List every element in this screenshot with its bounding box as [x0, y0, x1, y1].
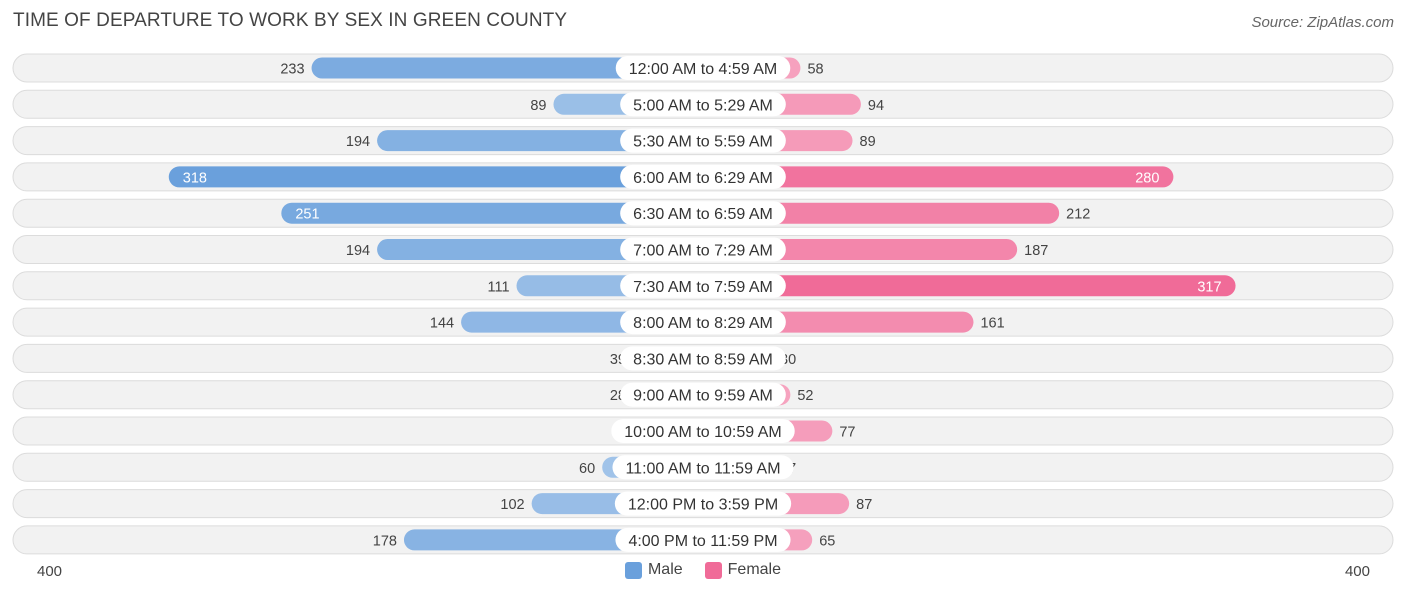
value-label-female: 161 [980, 316, 1004, 332]
bar-female [703, 202, 1060, 224]
bar-female [703, 166, 1174, 188]
axis-tick-left: 400 [37, 563, 63, 580]
value-label-female: 317 [1197, 279, 1221, 295]
category-pill [611, 419, 795, 443]
chart-source: Source: ZipAtlas.com [1251, 14, 1394, 31]
category-pill [615, 56, 791, 80]
bar-male [311, 57, 703, 79]
legend-swatch-male [624, 561, 642, 579]
value-label-male: 111 [487, 279, 509, 295]
value-label-female: 87 [856, 497, 872, 513]
value-label-female: 58 [807, 62, 823, 78]
category-pill [620, 273, 786, 298]
chart-row: 28 529:00 AM to 9:59 AM [12, 380, 1394, 410]
legend-item-female: Female [704, 561, 782, 579]
chart-legend: Male Female [0, 561, 1406, 579]
category-label: 11:00 AM to 11:59 AM [625, 460, 780, 477]
category-label: 12:00 AM to 4:59 AM [629, 61, 778, 78]
value-label-female: 212 [1066, 207, 1090, 223]
chart-row: 39 308:30 AM to 8:59 AM [12, 343, 1394, 373]
value-label-male: 251 [295, 207, 319, 223]
category-label: 5:00 AM to 5:29 AM [633, 97, 773, 114]
value-label-male: 194 [346, 243, 370, 259]
category-label: 9:00 AM to 9:59 AM [633, 388, 773, 405]
category-pill [620, 164, 786, 189]
category-label: 6:30 AM to 6:59 AM [633, 206, 773, 223]
chart-row: 178 65 4:00 PM to 11:59 PM [12, 525, 1394, 555]
value-label-male: 102 [500, 497, 524, 513]
chart-row: 111 317 7:30 AM to 7:59 AM [12, 271, 1394, 301]
bar-female [703, 275, 1236, 297]
legend-label-male: Male [647, 561, 683, 578]
legend-swatch-female [704, 561, 722, 579]
chart-row: 89 94 5:00 AM to 5:29 AM [12, 89, 1394, 119]
value-label-female: 77 [839, 425, 855, 441]
category-pill [620, 382, 786, 407]
category-label: 6:00 AM to 6:29 AM [633, 170, 773, 187]
category-pill [620, 310, 786, 335]
category-label: 8:00 AM to 8:29 AM [633, 315, 773, 332]
chart-row: 194 187 7:00 AM to 7:29 AM [12, 235, 1394, 264]
value-label-female: 65 [819, 533, 835, 549]
chart-row: 194 89 5:30 AM to 5:59 AM [12, 126, 1394, 156]
category-label: 5:30 AM to 5:59 AM [633, 134, 773, 151]
category-label: 7:00 AM to 7:29 AM [633, 243, 773, 260]
chart-row: 102 87 12:00 PM to 3:59 PM [12, 489, 1394, 519]
bar-male [281, 202, 703, 224]
value-label-male: 318 [183, 170, 207, 186]
chart-row: 144 161 8:00 AM to 8:29 AM [12, 307, 1394, 337]
bar-male [168, 166, 703, 188]
value-label-male: 194 [346, 134, 370, 150]
category-pill [620, 92, 786, 117]
value-label-female: 52 [797, 388, 813, 404]
value-label-male: 89 [530, 98, 546, 114]
value-label-female: 94 [868, 98, 884, 114]
legend-label-female: Female [727, 561, 782, 578]
value-label-female: 187 [1024, 243, 1048, 259]
chart-row: 07710:00 AM to 10:59 AM [12, 416, 1394, 446]
category-pill [614, 491, 792, 516]
value-label-male: 233 [280, 62, 304, 78]
chart-row: 318 280 6:00 AM to 6:29 AM [12, 162, 1394, 192]
chart-row: 601711:00 AM to 11:59 AM [12, 452, 1394, 482]
chart-title: TIME OF DEPARTURE TO WORK BY SEX IN GREE… [13, 10, 568, 31]
category-pill [620, 201, 786, 226]
category-pill [615, 527, 791, 552]
chart-row: 233 58 12:00 AM to 4:59 AM [12, 53, 1394, 83]
value-label-female: 89 [860, 134, 876, 150]
category-label: 8:30 AM to 8:59 AM [633, 351, 773, 368]
category-pill [620, 346, 786, 371]
category-label: 4:00 PM to 11:59 PM [628, 533, 777, 550]
category-label: 10:00 AM to 10:59 AM [624, 424, 781, 441]
category-label: 7:30 AM to 7:59 AM [633, 279, 773, 296]
value-label-male: 60 [579, 461, 595, 477]
category-pill [612, 455, 794, 480]
category-pill [620, 128, 786, 153]
legend-item-male: Male [624, 561, 683, 579]
chart-row: 251 212 6:30 AM to 6:59 AM [12, 198, 1394, 228]
value-label-male: 144 [430, 316, 454, 332]
axis-tick-right: 400 [1344, 563, 1370, 580]
category-label: 12:00 PM to 3:59 PM [628, 497, 778, 514]
value-label-female: 280 [1135, 170, 1159, 186]
value-label-male: 178 [373, 533, 397, 549]
category-pill [620, 237, 786, 262]
